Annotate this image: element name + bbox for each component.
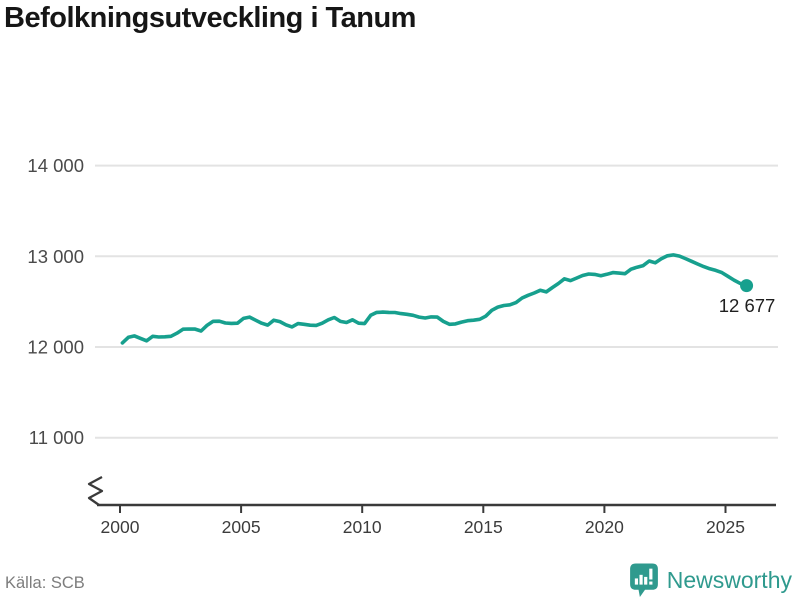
newsworthy-logo: Newsworthy — [629, 563, 792, 598]
brand-name: Newsworthy — [666, 567, 792, 593]
x-tick-label: 2010 — [343, 517, 382, 537]
y-tick-label: 13 000 — [27, 246, 84, 267]
x-tick-label: 2025 — [706, 517, 745, 537]
logo-bubble-shape — [629, 563, 658, 597]
y-tick-label: 14 000 — [27, 155, 84, 176]
x-tick-label: 2020 — [585, 517, 624, 537]
axis-break-icon — [87, 475, 104, 506]
source-credit: Källa: SCB — [5, 574, 85, 592]
gridlines — [95, 164, 778, 439]
latest-value-dot — [740, 279, 754, 293]
data-series: 12 677 — [120, 253, 776, 345]
logo-bar-1 — [634, 578, 638, 585]
x-tick-label: 2000 — [101, 517, 140, 537]
logo-bar-2 — [639, 574, 643, 585]
logo-exclamation-dot — [648, 581, 653, 585]
newsworthy-logo-icon — [629, 563, 658, 597]
y-tick-label: 12 000 — [27, 337, 84, 358]
population-line — [120, 253, 749, 345]
logo-exclamation-bar — [648, 568, 653, 580]
logo-bar-3 — [643, 576, 648, 585]
y-axis-labels: 14 000 13 000 12 000 11 000 — [27, 155, 84, 448]
x-axis: 2000 2005 2010 2015 2020 2025 — [87, 475, 776, 537]
x-tick-label: 2005 — [222, 517, 261, 537]
latest-value-label: 12 677 — [719, 295, 776, 316]
page-title: Befolkningsutveckling i Tanum — [4, 2, 416, 34]
y-tick-label: 11 000 — [29, 427, 84, 448]
x-tick-label: 2015 — [464, 517, 503, 537]
